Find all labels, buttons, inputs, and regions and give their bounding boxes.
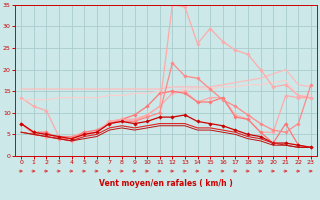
X-axis label: Vent moyen/en rafales ( km/h ): Vent moyen/en rafales ( km/h ) <box>99 179 233 188</box>
